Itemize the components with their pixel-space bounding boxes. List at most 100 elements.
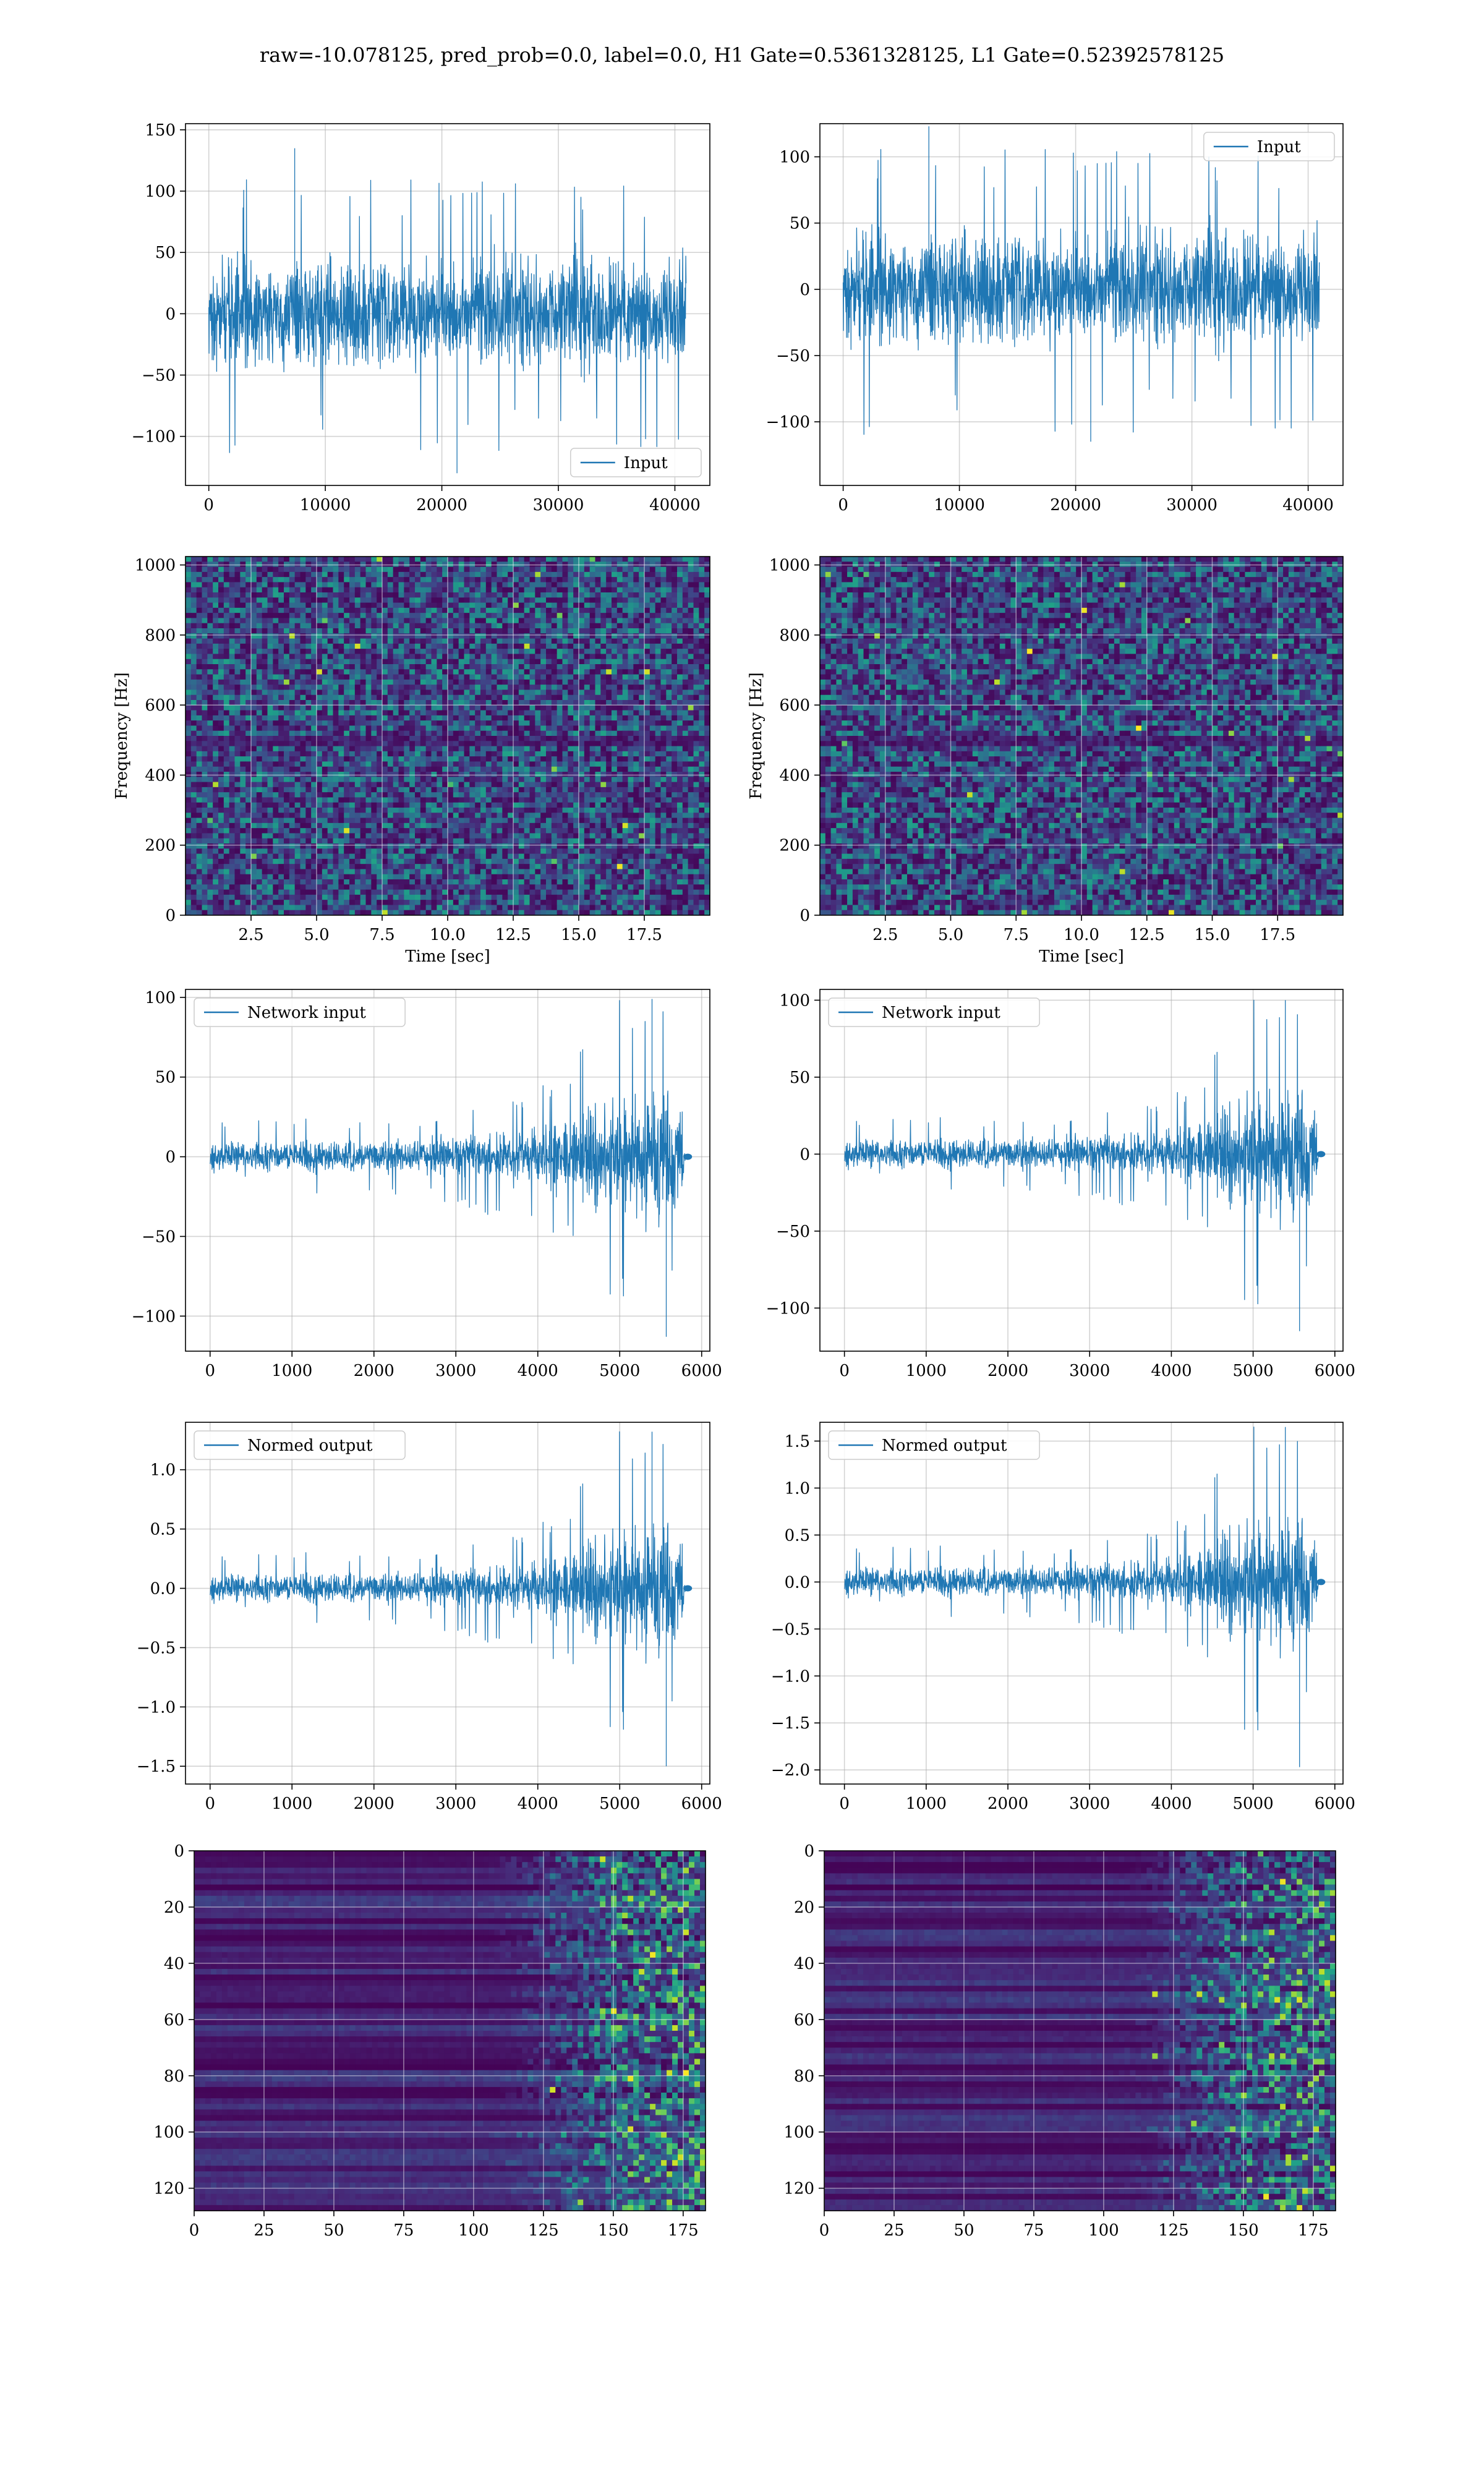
y-axis-label: Frequency [Hz] (747, 672, 765, 800)
y-tick-label: 600 (145, 696, 176, 715)
y-tick-label: 0 (800, 281, 810, 299)
x-tick-label: 17.5 (1260, 926, 1295, 944)
y-tick-label: 1.5 (785, 1432, 810, 1451)
y-tick-label: 200 (145, 837, 176, 855)
x-tick-label: 6000 (1315, 1362, 1355, 1380)
y-tick-label: 800 (779, 626, 810, 645)
x-tick-label: 25 (884, 2221, 904, 2240)
x-tick-label: 10000 (300, 496, 351, 514)
x-tick-label: 2000 (987, 1795, 1028, 1813)
y-tick-label: 800 (145, 626, 176, 645)
y-tick-label: 0 (800, 907, 810, 925)
x-tick-label: 40000 (649, 496, 701, 514)
x-tick-label: 30000 (533, 496, 584, 514)
y-tick-label: 1.0 (785, 1479, 810, 1498)
x-tick-label: 1000 (271, 1795, 312, 1813)
x-tick-label: 3000 (1069, 1795, 1110, 1813)
x-tick-label: 3000 (435, 1362, 476, 1380)
y-tick-label: 150 (145, 121, 176, 140)
y-tick-label: −2.0 (771, 1761, 810, 1780)
x-tick-label: 75 (393, 2221, 414, 2240)
legend-label: Network input (247, 1004, 366, 1022)
y-tick-label: 1.0 (150, 1461, 176, 1480)
x-tick-label: 0 (838, 496, 848, 514)
x-tick-label: 50 (953, 2221, 974, 2240)
series-tail-marker (683, 1586, 692, 1592)
x-tick-label: 100 (458, 2221, 489, 2240)
y-tick-label: 0 (165, 305, 176, 323)
x-tick-label: 175 (1298, 2221, 1329, 2240)
x-tick-label: 5000 (1233, 1362, 1274, 1380)
y-tick-label: 120 (783, 2180, 814, 2198)
legend-label: Input (624, 454, 668, 472)
x-tick-label: 3000 (435, 1795, 476, 1813)
x-tick-label: 10.0 (1064, 926, 1099, 944)
y-tick-label: 0 (165, 1148, 176, 1167)
x-tick-label: 100 (1088, 2221, 1119, 2240)
x-tick-label: 10.0 (430, 926, 466, 944)
y-tick-label: 50 (155, 1069, 176, 1087)
x-tick-label: 2.5 (872, 926, 898, 944)
y-tick-label: −0.5 (137, 1639, 176, 1657)
x-tick-label: 30000 (1166, 496, 1217, 514)
x-tick-label: 2000 (354, 1362, 394, 1380)
x-tick-label: 5000 (599, 1362, 640, 1380)
x-tick-label: 4000 (518, 1362, 558, 1380)
y-tick-label: 120 (153, 2180, 184, 2198)
x-tick-label: 175 (668, 2221, 699, 2240)
y-tick-label: 80 (164, 2067, 184, 2086)
x-tick-label: 4000 (518, 1795, 558, 1813)
y-tick-label: −1.0 (771, 1667, 810, 1686)
x-tick-label: 12.5 (1129, 926, 1165, 944)
x-tick-label: 7.5 (1004, 926, 1029, 944)
y-tick-label: −50 (776, 347, 810, 365)
y-tick-label: −100 (132, 1307, 176, 1326)
x-tick-label: 17.5 (626, 926, 662, 944)
y-tick-label: 100 (145, 182, 176, 201)
y-tick-label: 0.5 (785, 1526, 810, 1545)
y-tick-label: 20 (164, 1898, 184, 1917)
x-tick-label: 20000 (1050, 496, 1101, 514)
x-tick-label: 5.0 (304, 926, 329, 944)
y-tick-label: 1000 (769, 557, 810, 575)
y-tick-label: −100 (766, 413, 810, 432)
y-tick-label: 400 (779, 766, 810, 785)
x-tick-label: 4000 (1151, 1362, 1192, 1380)
legend-label: Normed output (882, 1437, 1007, 1455)
y-tick-label: 0.5 (150, 1521, 176, 1539)
y-tick-label: −100 (132, 428, 176, 446)
x-tick-label: 125 (528, 2221, 559, 2240)
y-tick-label: 100 (779, 148, 810, 167)
y-tick-label: 0 (165, 907, 176, 925)
x-tick-label: 5.0 (938, 926, 963, 944)
y-tick-label: 100 (153, 2124, 184, 2142)
x-tick-label: 6000 (681, 1795, 722, 1813)
x-tick-label: 150 (598, 2221, 629, 2240)
x-tick-label: 0 (205, 1795, 215, 1813)
x-tick-label: 6000 (1315, 1795, 1355, 1813)
y-tick-label: −1.0 (137, 1698, 176, 1717)
y-tick-label: 80 (794, 2067, 814, 2086)
x-tick-label: 0 (189, 2221, 200, 2240)
x-tick-label: 5000 (1233, 1795, 1274, 1813)
y-tick-label: 100 (145, 989, 176, 1007)
y-tick-label: −50 (142, 1227, 176, 1246)
series-tail-marker (1316, 1151, 1325, 1157)
y-tick-label: −1.5 (771, 1714, 810, 1733)
x-tick-label: 0 (839, 1362, 850, 1380)
x-tick-label: 2000 (987, 1362, 1028, 1380)
y-tick-label: 0 (800, 1145, 810, 1164)
heatmap-cells (194, 1851, 706, 2211)
legend-label: Network input (882, 1004, 1000, 1022)
y-tick-label: 50 (790, 1069, 810, 1087)
x-tick-label: 12.5 (495, 926, 531, 944)
x-tick-label: 10000 (934, 496, 985, 514)
